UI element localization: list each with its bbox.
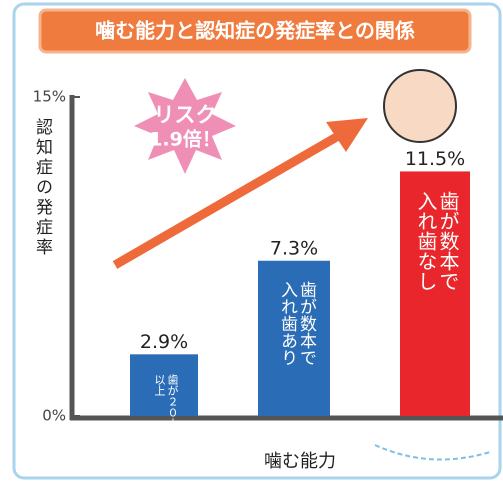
chart-title: 噛む能力と認知症の発症率との関係 — [95, 19, 415, 43]
category-label: 歯が数本で入れ歯あり — [277, 280, 316, 366]
annotation: 1.9倍！ — [149, 128, 221, 151]
y-tick-label: 15% — [33, 88, 66, 106]
frame — [12, 2, 502, 480]
decor-arrow — [374, 444, 491, 461]
character-face — [383, 69, 457, 143]
category-label: 歯が２０本以上 — [153, 374, 179, 430]
bar — [130, 354, 198, 416]
y-tick-label: 0% — [42, 407, 66, 425]
trend-arrow — [112, 131, 343, 269]
bar — [258, 260, 330, 416]
value-label: 2.9% — [140, 331, 188, 353]
category-label: 歯が数本で入れ歯なし — [414, 191, 460, 292]
arrow-head — [326, 118, 368, 152]
annotation: リスク — [154, 103, 217, 127]
value-label: 11.5% — [405, 148, 465, 170]
title-box — [38, 8, 472, 54]
y-axis-label: 認知症の発症率 — [32, 118, 52, 258]
value-label: 7.3% — [270, 237, 318, 259]
x-axis-label: 噛む能力 — [264, 451, 336, 472]
bar — [400, 171, 470, 416]
burst — [134, 78, 236, 174]
